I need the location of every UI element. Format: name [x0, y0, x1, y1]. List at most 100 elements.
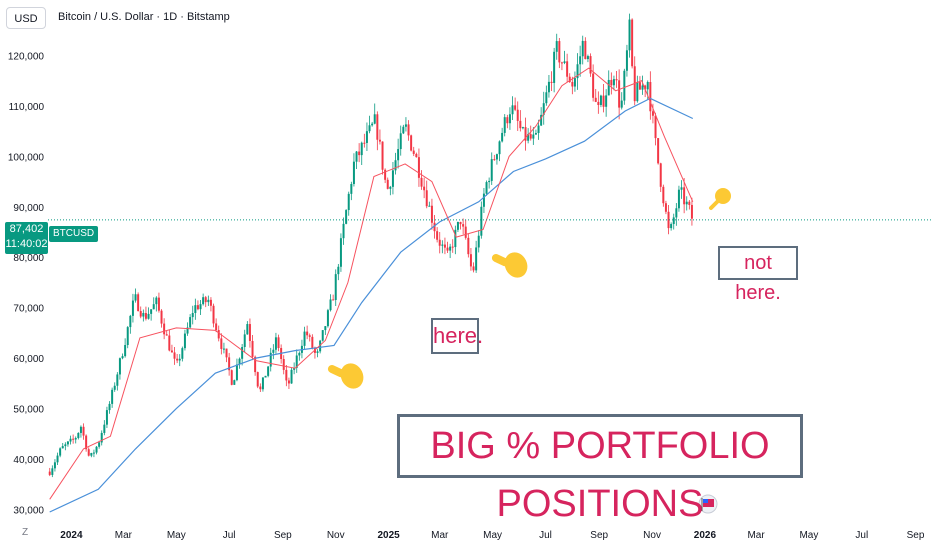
- candle: [675, 203, 678, 226]
- candle: [402, 124, 405, 135]
- candle: [516, 101, 519, 131]
- candle: [685, 196, 688, 211]
- candle: [550, 71, 553, 92]
- candle: [147, 307, 150, 320]
- candle: [282, 355, 285, 375]
- candle: [521, 126, 524, 130]
- last-price-value: 87,402: [9, 223, 44, 235]
- x-tick-label: Mar: [747, 530, 765, 541]
- candle: [124, 338, 127, 358]
- hand-pointing-icon: [491, 252, 528, 278]
- candle: [615, 70, 618, 88]
- candle: [173, 347, 176, 365]
- candle: [126, 326, 129, 349]
- flag-icon[interactable]: [698, 494, 718, 514]
- candle: [189, 314, 192, 329]
- y-tick-label: 30,000: [13, 505, 44, 516]
- candle: [170, 344, 173, 353]
- candle: [139, 306, 142, 319]
- candle: [472, 262, 475, 273]
- bar-countdown: 11:40:02: [5, 238, 48, 250]
- candle: [61, 442, 64, 449]
- candle: [168, 329, 171, 352]
- sma-slow-line: [49, 97, 694, 513]
- annotation-not-here[interactable]: not here.: [718, 246, 798, 304]
- annotation-headline[interactable]: BIG % PORTFOLIO POSITIONS: [397, 414, 803, 525]
- annotation-here[interactable]: here.: [431, 318, 483, 354]
- candle: [360, 141, 363, 166]
- candle: [449, 243, 452, 259]
- candle: [53, 459, 56, 472]
- candle: [454, 225, 457, 255]
- candle: [287, 377, 290, 390]
- candle: [155, 296, 158, 312]
- candle: [524, 117, 527, 151]
- candle: [92, 449, 95, 458]
- candle: [215, 318, 218, 333]
- candle: [100, 430, 103, 446]
- candle: [592, 64, 595, 102]
- candle: [501, 127, 504, 143]
- hand-pointing-icon: [327, 363, 364, 389]
- candle: [376, 111, 379, 151]
- y-tick-label: 60,000: [13, 354, 44, 365]
- candle: [493, 154, 496, 161]
- candle: [464, 219, 467, 240]
- x-tick-label: May: [167, 530, 186, 541]
- z-label[interactable]: Z: [22, 527, 29, 538]
- candle: [157, 292, 160, 313]
- y-tick-label: 70,000: [13, 304, 44, 315]
- candle: [121, 353, 124, 360]
- candle: [334, 269, 337, 307]
- candle: [641, 75, 644, 95]
- currency-button[interactable]: USD: [6, 7, 46, 29]
- candle: [178, 354, 181, 367]
- candle: [605, 89, 608, 117]
- candle: [436, 227, 439, 243]
- candle: [352, 153, 355, 187]
- candle: [209, 297, 212, 312]
- candle: [690, 197, 693, 226]
- candle: [103, 420, 106, 436]
- candle: [48, 467, 51, 477]
- candle: [649, 71, 652, 120]
- candle: [404, 117, 407, 132]
- candle: [410, 134, 413, 152]
- candle: [638, 76, 641, 90]
- candle: [259, 383, 262, 392]
- candle: [412, 146, 415, 157]
- candle: [425, 180, 428, 209]
- x-tick-label: Sep: [590, 530, 608, 541]
- candle: [176, 353, 179, 364]
- candle: [74, 436, 77, 444]
- candle: [579, 45, 582, 77]
- candle: [150, 309, 153, 321]
- x-tick-label: 2026: [694, 530, 717, 541]
- candle: [358, 143, 361, 163]
- candle: [319, 339, 322, 354]
- candle: [347, 191, 350, 216]
- candle: [599, 94, 602, 108]
- candle: [537, 119, 540, 140]
- candle: [589, 53, 592, 77]
- candle: [462, 218, 465, 235]
- candle: [386, 177, 389, 190]
- candle: [355, 151, 358, 169]
- candle: [662, 184, 665, 207]
- candle: [469, 247, 472, 271]
- candle: [480, 201, 483, 239]
- candle: [391, 162, 394, 195]
- candle: [415, 152, 418, 158]
- x-tick-label: 2025: [377, 530, 400, 541]
- candle: [503, 114, 506, 137]
- candle: [381, 141, 384, 175]
- candle: [230, 369, 233, 386]
- candle: [519, 110, 522, 132]
- candle: [371, 121, 374, 127]
- candle: [368, 115, 371, 134]
- candle: [137, 292, 140, 312]
- candle: [527, 128, 530, 144]
- candle: [220, 333, 223, 355]
- candle: [584, 37, 587, 60]
